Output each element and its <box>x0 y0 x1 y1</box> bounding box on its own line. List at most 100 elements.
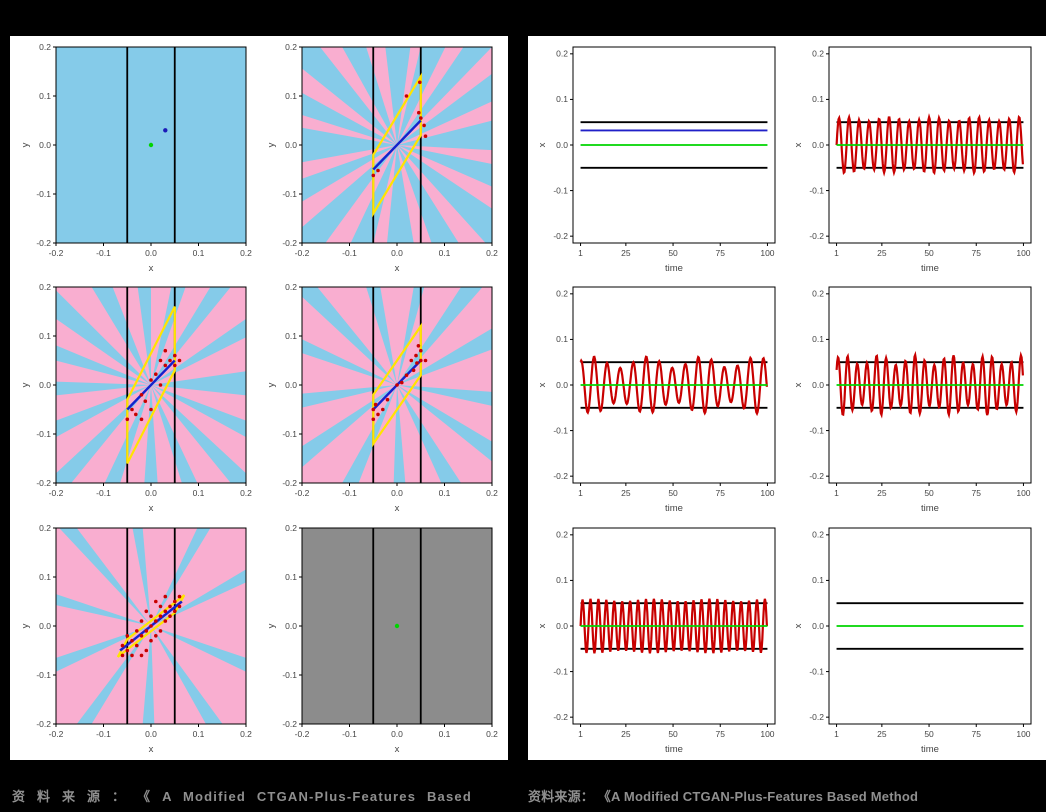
svg-text:-0.2: -0.2 <box>295 248 310 258</box>
svg-text:-0.1: -0.1 <box>96 488 111 498</box>
svg-text:0.1: 0.1 <box>556 334 568 344</box>
svg-text:1: 1 <box>578 248 583 258</box>
svg-text:-0.2: -0.2 <box>36 237 51 247</box>
svg-text:0.0: 0.0 <box>556 380 568 390</box>
svg-text:x: x <box>537 623 548 628</box>
svg-text:-0.1: -0.1 <box>36 188 51 198</box>
right-panel-grid: 1 25 50 75 100 -0.2 -0.1 0.0 0.1 0.2 time x 1 25 50 75 1… <box>528 36 1046 760</box>
svg-text:0.0: 0.0 <box>145 729 157 739</box>
svg-text:0.0: 0.0 <box>285 380 297 390</box>
svg-text:0.1: 0.1 <box>812 575 824 585</box>
svg-text:-0.2: -0.2 <box>49 248 64 258</box>
right-source-caption: 资料来源： 《A Modified CTGAN-Plus-Features Ba… <box>528 789 919 804</box>
svg-text:0.2: 0.2 <box>556 48 568 58</box>
svg-text:75: 75 <box>715 488 725 498</box>
svg-text:25: 25 <box>877 248 887 258</box>
svg-text:75: 75 <box>972 248 982 258</box>
svg-text:-0.2: -0.2 <box>553 230 568 240</box>
svg-text:0.1: 0.1 <box>39 571 51 581</box>
svg-text:1: 1 <box>834 248 839 258</box>
svg-text:100: 100 <box>1017 729 1031 739</box>
svg-text:-0.1: -0.1 <box>342 729 357 739</box>
svg-text:-0.2: -0.2 <box>810 230 825 240</box>
svg-text:0.2: 0.2 <box>812 48 824 58</box>
svg-text:-0.2: -0.2 <box>295 488 310 498</box>
svg-text:-0.1: -0.1 <box>36 429 51 439</box>
svg-text:-0.1: -0.1 <box>282 429 297 439</box>
svg-text:x: x <box>149 744 154 755</box>
svg-text:time: time <box>665 263 683 274</box>
svg-text:0.0: 0.0 <box>812 139 824 149</box>
svg-text:50: 50 <box>668 729 678 739</box>
svg-text:0.0: 0.0 <box>285 620 297 630</box>
svg-text:y: y <box>266 623 277 628</box>
svg-text:-0.2: -0.2 <box>49 488 64 498</box>
svg-text:0.0: 0.0 <box>556 139 568 149</box>
svg-text:100: 100 <box>760 729 774 739</box>
svg-text:0.1: 0.1 <box>439 488 451 498</box>
svg-text:0.1: 0.1 <box>812 94 824 104</box>
svg-text:0.0: 0.0 <box>145 488 157 498</box>
svg-text:0.2: 0.2 <box>556 529 568 539</box>
svg-text:x: x <box>149 263 154 274</box>
svg-text:100: 100 <box>760 248 774 258</box>
svg-text:0.2: 0.2 <box>240 248 252 258</box>
svg-text:50: 50 <box>925 488 935 498</box>
svg-text:y: y <box>266 382 277 387</box>
svg-text:0.0: 0.0 <box>812 380 824 390</box>
svg-text:50: 50 <box>668 488 678 498</box>
svg-text:100: 100 <box>760 488 774 498</box>
right-subplot-3: 1 25 50 75 100 -0.2 -0.1 0.0 0.1 0.2 time x <box>537 286 776 514</box>
svg-text:75: 75 <box>715 248 725 258</box>
svg-text:x: x <box>149 503 154 514</box>
right-panel: 1 25 50 75 100 -0.2 -0.1 0.0 0.1 0.2 time x 1 25 50 75 1… <box>528 36 1046 760</box>
left-subplot-6: -0.2 -0.1 0.0 0.1 0.2 -0.2 -0.1 0.0 0.1 0.2 x y <box>266 522 498 754</box>
svg-text:0.2: 0.2 <box>556 289 568 299</box>
svg-text:-0.2: -0.2 <box>36 718 51 728</box>
svg-text:-0.2: -0.2 <box>553 471 568 481</box>
svg-text:-0.2: -0.2 <box>295 729 310 739</box>
svg-text:1: 1 <box>834 488 839 498</box>
right-subplot-1: 1 25 50 75 100 -0.2 -0.1 0.0 0.1 0.2 time x <box>537 46 776 274</box>
svg-text:-0.1: -0.1 <box>810 425 825 435</box>
svg-text:25: 25 <box>621 488 631 498</box>
svg-text:y: y <box>20 382 31 387</box>
svg-text:0.2: 0.2 <box>285 282 297 292</box>
right-subplot-4: 1 25 50 75 100 -0.2 -0.1 0.0 0.1 0.2 time x <box>793 286 1032 514</box>
svg-text:0.1: 0.1 <box>285 90 297 100</box>
svg-text:1: 1 <box>578 729 583 739</box>
svg-text:-0.1: -0.1 <box>553 425 568 435</box>
svg-text:x: x <box>793 142 804 147</box>
svg-text:-0.2: -0.2 <box>49 729 64 739</box>
svg-text:-0.1: -0.1 <box>553 666 568 676</box>
svg-text:0.0: 0.0 <box>556 620 568 630</box>
svg-text:1: 1 <box>578 488 583 498</box>
svg-text:-0.1: -0.1 <box>342 248 357 258</box>
svg-text:time: time <box>921 263 939 274</box>
svg-text:0.0: 0.0 <box>391 488 403 498</box>
svg-text:-0.2: -0.2 <box>36 478 51 488</box>
svg-text:0.2: 0.2 <box>285 41 297 51</box>
svg-text:-0.2: -0.2 <box>553 711 568 721</box>
svg-text:x: x <box>537 382 548 387</box>
svg-text:75: 75 <box>972 488 982 498</box>
svg-text:-0.1: -0.1 <box>553 185 568 195</box>
svg-text:1: 1 <box>834 729 839 739</box>
svg-text:0.1: 0.1 <box>556 94 568 104</box>
svg-text:-0.2: -0.2 <box>282 237 297 247</box>
svg-text:0.0: 0.0 <box>39 380 51 390</box>
svg-text:0.2: 0.2 <box>285 522 297 532</box>
svg-text:0.1: 0.1 <box>812 334 824 344</box>
svg-text:0.0: 0.0 <box>39 620 51 630</box>
left-panel: -0.2 -0.1 0.0 0.1 0.2 -0.2 -0.1 0.0 0.1 0.2 x y -0.2… <box>10 36 508 760</box>
svg-text:0.0: 0.0 <box>391 248 403 258</box>
svg-text:0.2: 0.2 <box>39 41 51 51</box>
svg-text:0.1: 0.1 <box>556 575 568 585</box>
svg-text:0.2: 0.2 <box>486 248 498 258</box>
svg-text:0.2: 0.2 <box>812 529 824 539</box>
svg-text:-0.1: -0.1 <box>810 185 825 195</box>
svg-text:25: 25 <box>621 248 631 258</box>
svg-text:50: 50 <box>925 729 935 739</box>
svg-text:time: time <box>921 744 939 755</box>
